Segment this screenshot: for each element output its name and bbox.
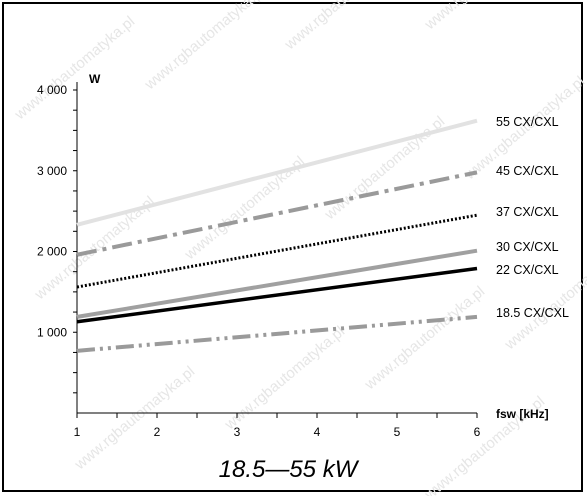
watermark-text: www.rgbautomatyka.pl	[501, 243, 587, 354]
watermark-text: www.rgbautomatyka.pl	[321, 113, 448, 224]
series-line	[76, 248, 478, 319]
series-line	[76, 266, 478, 324]
y-tick-label: 1 000	[37, 325, 67, 339]
series-label: 30 CX/CXL	[496, 240, 559, 254]
watermark-text: www.rgbautomatyka.pl	[361, 283, 488, 394]
watermark-text: www.rgbautomatyka.pl	[71, 363, 198, 474]
y-tick-label: 3 000	[37, 164, 67, 178]
series-line	[76, 118, 478, 227]
series-line	[76, 170, 478, 257]
watermark-text: www.rgbautomatyka.pl	[421, 0, 548, 34]
series-label: 37 CX/CXL	[496, 205, 559, 219]
x-tick-label: 4	[314, 425, 321, 439]
watermark-text: www.rgbautomatyka.pl	[281, 0, 408, 54]
y-tick-label: 2 000	[37, 245, 67, 259]
chart-frame	[2, 2, 583, 492]
x-tick-label: 1	[74, 425, 81, 439]
series-line	[76, 314, 478, 353]
x-tick-label: 6	[474, 425, 481, 439]
y-tick-label: 4 000	[37, 83, 67, 97]
series-label: 45 CX/CXL	[496, 164, 559, 178]
series-labels: 55 CX/CXL 45 CX/CXL 37 CX/CXL 30 CX/CXL 22 C…	[496, 115, 569, 320]
watermark-text: www.rgbautomatyka.pl	[11, 13, 138, 124]
x-axis-label: fsw [kHz]	[496, 407, 549, 421]
series-label: 55 CX/CXL	[496, 115, 559, 129]
series-label: 22 CX/CXL	[496, 263, 559, 277]
x-tick-label: 2	[154, 425, 161, 439]
series-layer	[76, 118, 478, 353]
watermark-text: www.rgbautomatyka.pl	[221, 323, 348, 434]
axes: 1 000 2 000 3 000 4 000 1 2 3 4 5 6	[37, 82, 481, 439]
series-label: 18.5 CX/CXL	[496, 306, 569, 320]
chart-subtitle: 18.5—55 kW	[219, 456, 360, 483]
x-tick-label: 5	[394, 425, 401, 439]
y-axis-label: W	[89, 72, 101, 86]
x-tick-label: 3	[234, 425, 241, 439]
watermark-text: www.rgbautomatyka.pl	[141, 0, 268, 94]
